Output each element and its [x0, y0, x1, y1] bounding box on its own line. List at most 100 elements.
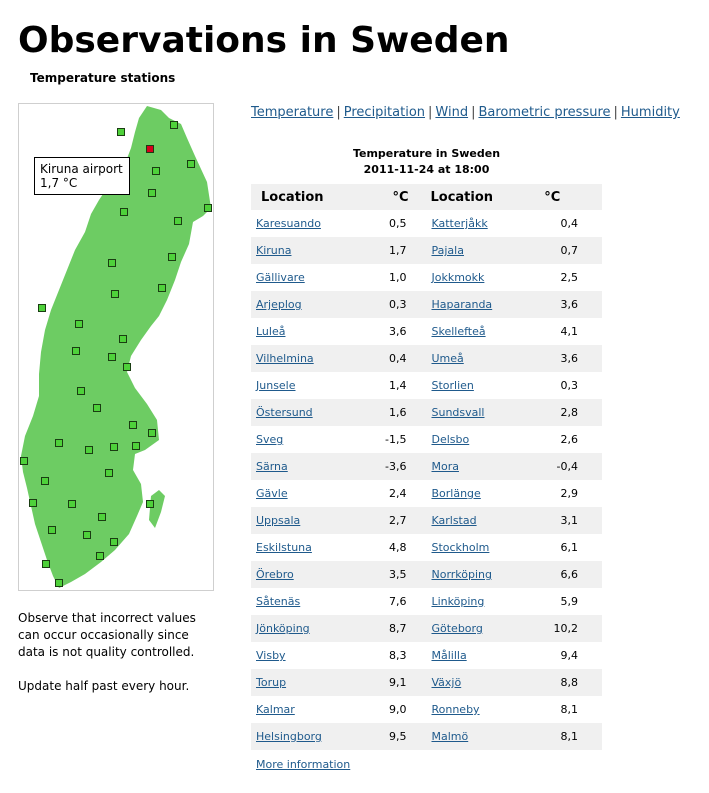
location-link[interactable]: Jönköping	[256, 622, 310, 635]
station-marker[interactable]	[75, 320, 83, 328]
station-marker[interactable]	[132, 442, 140, 450]
location-link[interactable]: Linköping	[431, 595, 485, 608]
location-cell: Såtenäs	[251, 588, 351, 615]
location-link[interactable]: Ronneby	[431, 703, 480, 716]
location-link[interactable]: Gävle	[256, 487, 288, 500]
location-cell: Ronneby	[426, 696, 526, 723]
location-link[interactable]: Sveg	[256, 433, 284, 446]
location-cell: Örebro	[251, 561, 351, 588]
station-marker[interactable]	[204, 204, 212, 212]
station-marker[interactable]	[148, 189, 156, 197]
station-marker[interactable]	[68, 500, 76, 508]
nav-link-precipitation[interactable]: Precipitation	[343, 105, 426, 120]
column-header-celsius: °C	[350, 184, 427, 210]
nav-link-wind[interactable]: Wind	[435, 105, 469, 120]
location-link[interactable]: Växjö	[431, 676, 462, 689]
station-marker[interactable]	[55, 579, 63, 587]
location-link[interactable]: Torup	[256, 676, 287, 689]
location-link[interactable]: Karesuando	[256, 217, 321, 230]
temperature-value: 1,7	[388, 244, 407, 257]
location-link[interactable]: Eskilstuna	[256, 541, 312, 554]
station-marker[interactable]	[98, 513, 106, 521]
station-marker[interactable]	[83, 531, 91, 539]
location-link[interactable]: Stockholm	[431, 541, 490, 554]
station-marker[interactable]	[42, 560, 50, 568]
station-marker[interactable]	[105, 469, 113, 477]
location-link[interactable]: Umeå	[431, 352, 464, 365]
location-link[interactable]: Jokkmokk	[431, 271, 485, 284]
location-link[interactable]: Vilhelmina	[256, 352, 314, 365]
location-link[interactable]: Gällivare	[256, 271, 305, 284]
location-link[interactable]: Katterjåkk	[431, 217, 488, 230]
station-marker[interactable]	[72, 347, 80, 355]
station-marker[interactable]	[174, 217, 182, 225]
location-link[interactable]: Målilla	[431, 649, 467, 662]
temperature-value: 9,5	[388, 730, 407, 743]
station-marker[interactable]	[187, 160, 195, 168]
station-marker[interactable]	[170, 121, 178, 129]
station-marker[interactable]	[48, 526, 56, 534]
station-marker[interactable]	[120, 208, 128, 216]
location-link[interactable]: Kalmar	[256, 703, 295, 716]
station-marker[interactable]	[85, 446, 93, 454]
station-marker[interactable]	[29, 499, 37, 507]
station-marker[interactable]	[146, 500, 154, 508]
location-link[interactable]: Sundsvall	[431, 406, 485, 419]
station-marker[interactable]	[110, 538, 118, 546]
station-marker[interactable]	[129, 421, 137, 429]
location-link[interactable]: Örebro	[256, 568, 294, 581]
station-marker-selected[interactable]	[146, 145, 154, 153]
location-link[interactable]: Visby	[256, 649, 286, 662]
station-marker[interactable]	[152, 167, 160, 175]
temperature-cell: 0,4	[350, 345, 427, 372]
location-link[interactable]: Såtenäs	[256, 595, 301, 608]
location-link[interactable]: Storlien	[431, 379, 474, 392]
temperature-value: 2,9	[560, 487, 579, 500]
location-link[interactable]: Luleå	[256, 325, 286, 338]
station-marker[interactable]	[117, 128, 125, 136]
location-cell: Linköping	[426, 588, 526, 615]
location-link[interactable]: Arjeplog	[256, 298, 302, 311]
station-marker[interactable]	[111, 290, 119, 298]
temperature-value: 0,3	[388, 298, 407, 311]
station-marker[interactable]	[119, 335, 127, 343]
station-marker[interactable]	[38, 304, 46, 312]
temperature-cell: 10,2	[526, 615, 602, 642]
station-marker[interactable]	[110, 443, 118, 451]
station-marker[interactable]	[41, 477, 49, 485]
station-marker[interactable]	[55, 439, 63, 447]
temperature-value: 2,8	[560, 406, 579, 419]
station-marker[interactable]	[158, 284, 166, 292]
location-link[interactable]: Kiruna	[256, 244, 292, 257]
station-marker[interactable]	[108, 353, 116, 361]
location-link[interactable]: Helsingborg	[256, 730, 322, 743]
nav-link-barometric-pressure[interactable]: Barometric pressure	[478, 105, 611, 120]
location-link[interactable]: Junsele	[256, 379, 296, 392]
location-link[interactable]: Pajala	[431, 244, 464, 257]
station-marker[interactable]	[20, 457, 28, 465]
location-link[interactable]: Norrköping	[431, 568, 492, 581]
location-link[interactable]: Mora	[431, 460, 459, 473]
location-link[interactable]: Borlänge	[431, 487, 481, 500]
station-marker[interactable]	[77, 387, 85, 395]
location-link[interactable]: Haparanda	[431, 298, 493, 311]
station-marker[interactable]	[123, 363, 131, 371]
location-link[interactable]: Delsbo	[431, 433, 470, 446]
nav-link-humidity[interactable]: Humidity	[620, 105, 680, 120]
station-marker[interactable]	[148, 429, 156, 437]
location-link[interactable]: Karlstad	[431, 514, 477, 527]
location-link[interactable]: Malmö	[431, 730, 469, 743]
location-cell: Borlänge	[426, 480, 526, 507]
nav-link-temperature[interactable]: Temperature	[251, 105, 334, 120]
station-marker[interactable]	[168, 253, 176, 261]
location-link[interactable]: Göteborg	[431, 622, 483, 635]
station-marker[interactable]	[93, 404, 101, 412]
location-link[interactable]: Uppsala	[256, 514, 301, 527]
location-link[interactable]: Särna	[256, 460, 288, 473]
more-information-link[interactable]: More information	[256, 758, 351, 771]
station-marker[interactable]	[108, 259, 116, 267]
station-marker[interactable]	[96, 552, 104, 560]
location-link[interactable]: Östersund	[256, 406, 313, 419]
location-link[interactable]: Skellefteå	[431, 325, 486, 338]
location-cell: Junsele	[251, 372, 351, 399]
